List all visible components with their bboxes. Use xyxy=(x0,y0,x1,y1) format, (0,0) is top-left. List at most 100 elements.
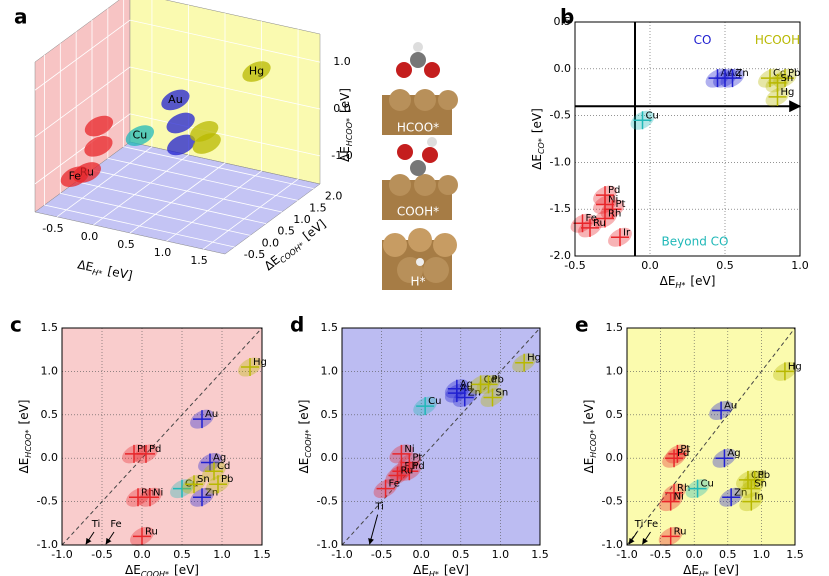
x-tick-label: 1.5 xyxy=(786,548,804,561)
axis-label-unit: [eV] xyxy=(530,108,544,133)
x-tick-label: 1.0 xyxy=(154,246,172,259)
point-label: Ag xyxy=(727,448,740,459)
axis-label: ΔEH*[eV] xyxy=(76,257,134,285)
point-label: Cu xyxy=(646,110,659,121)
x-tick-label: 0.0 xyxy=(412,548,430,561)
point-label: Pb xyxy=(492,374,504,385)
axis-label: ΔEH* [eV] xyxy=(660,274,716,291)
point-label: Ru xyxy=(674,526,687,537)
y-tick-label: 1.5 xyxy=(606,321,624,334)
y-tick-label: -1.0 xyxy=(317,538,338,551)
x-tick-label: 1.0 xyxy=(492,548,510,561)
y-tick-label: -0.5 xyxy=(37,495,58,508)
offscale-label: Fe xyxy=(110,519,121,530)
y-tick-label: 0.5 xyxy=(277,225,295,238)
point-label: Ru xyxy=(593,218,606,229)
point-label: Hg xyxy=(781,87,795,98)
axis-label-sub: HCOO* xyxy=(24,429,33,457)
figure: HCOO* COOH* H* -0.5 0.0 0.5 1.0 1.5 -0.5 0.0 0.… xyxy=(0,0,829,576)
axis-label-main: ΔE xyxy=(660,274,676,288)
annotation: Beyond CO xyxy=(662,234,729,248)
axis-label-unit: [eV] xyxy=(582,400,596,425)
point-label: Ru xyxy=(145,526,158,537)
axis-label-sub: H* xyxy=(91,267,103,278)
point-label: Pd xyxy=(412,461,424,472)
x-tick-label: 0.5 xyxy=(716,259,734,272)
y-tick-label: 0.0 xyxy=(606,451,624,464)
axis-label: ΔEH* [eV] xyxy=(683,563,739,576)
y-tick-label: -0.5 xyxy=(602,495,623,508)
point-label: Rh xyxy=(608,209,621,220)
axis-label-unit: [eV] xyxy=(690,274,715,288)
point-label: Cd xyxy=(217,461,230,472)
point-label: Cu xyxy=(428,396,441,407)
axis-label: ΔEHCOO* [eV] xyxy=(582,400,599,474)
panel-label: d xyxy=(290,313,304,337)
offscale-label: Ti xyxy=(91,519,101,530)
point-label: Ru xyxy=(400,466,413,477)
point-label: Hg xyxy=(527,353,541,364)
point-label: Sn xyxy=(754,479,767,490)
axis-label-main: ΔE xyxy=(582,458,596,474)
axis-label-sub: COOH* xyxy=(304,429,313,457)
point-label: Cu xyxy=(701,479,714,490)
axis-label-sub: CO* xyxy=(537,138,546,154)
x-tick-label: 1.5 xyxy=(531,548,549,561)
axis-label-unit: [eV] xyxy=(297,400,311,425)
y-tick-label: 1.5 xyxy=(41,321,59,334)
x-tick-label: -0.5 xyxy=(42,222,63,235)
axis-label-sub: COOH* xyxy=(141,570,169,576)
point-label: Sn xyxy=(495,387,508,398)
axis-label-sub: H* xyxy=(675,281,685,290)
y-tick-label: -1.0 xyxy=(602,538,623,551)
point-label: Cu xyxy=(133,129,148,142)
point-label: In xyxy=(754,492,763,503)
x-tick-label: 0.5 xyxy=(719,548,737,561)
point-label: Fe xyxy=(69,170,82,183)
y-tick-label: 0.5 xyxy=(321,408,339,421)
y-tick-label: 1.0 xyxy=(606,364,624,377)
point-label: Pb xyxy=(221,474,233,485)
y-tick-label: -2.0 xyxy=(550,249,571,262)
y-tick-label: 0.0 xyxy=(554,62,572,75)
point-label: Hg xyxy=(249,65,264,78)
y-tick-label: -1.5 xyxy=(550,202,571,215)
y-tick-label: 1.0 xyxy=(321,364,339,377)
x-tick-label: 0.0 xyxy=(685,548,703,561)
y-tick-label: 0.5 xyxy=(41,408,59,421)
x-tick-label: -0.5 xyxy=(371,548,392,561)
x-tick-label: 1.0 xyxy=(791,259,809,272)
axis-label-sub: COOH* xyxy=(278,241,306,265)
axis-label-sub: HCOO* xyxy=(589,429,598,457)
y-tick-label: 1.5 xyxy=(309,201,327,214)
x-tick-label: 0.5 xyxy=(117,238,135,251)
point-label: Ni xyxy=(674,492,684,503)
axis-label-main: ΔE xyxy=(413,563,429,576)
y-tick-label: 2.0 xyxy=(325,190,343,203)
inset-label: HCOO* xyxy=(397,121,439,135)
x-tick-label: 1.0 xyxy=(753,548,771,561)
axis-label-sub: H* xyxy=(429,570,439,576)
x-tick-label: 0.5 xyxy=(452,548,470,561)
point-label: Zn xyxy=(736,68,749,79)
point-label: Pd xyxy=(677,448,689,459)
axis-label: ΔEHCOO*[eV] xyxy=(17,400,34,474)
point-label: Pd xyxy=(149,444,161,455)
axis-label-unit: [eV] xyxy=(174,563,199,576)
y-tick-label: -1.0 xyxy=(550,155,571,168)
axis-label-main: ΔE xyxy=(683,563,699,576)
offscale-label: Ti xyxy=(374,502,384,513)
point-label: Au xyxy=(205,409,218,420)
axis-label: ΔECOOH*[eV] xyxy=(125,563,199,576)
axis-label-sub: H* xyxy=(699,570,709,576)
axis-label-main: ΔE xyxy=(338,146,352,162)
point-label: Au xyxy=(724,400,737,411)
axis-label: ΔEH*[eV] xyxy=(413,563,469,576)
axis-label-unit: [eV] xyxy=(714,563,739,576)
x-tick-label: 1.5 xyxy=(190,254,208,267)
axis-label-main: ΔE xyxy=(297,458,311,474)
x-tick-label: 1.0 xyxy=(213,548,231,561)
axis-label: ΔECO*[eV] xyxy=(530,108,547,170)
y-tick-label: 1.5 xyxy=(321,321,339,334)
y-tick-label: -0.5 xyxy=(244,248,265,261)
